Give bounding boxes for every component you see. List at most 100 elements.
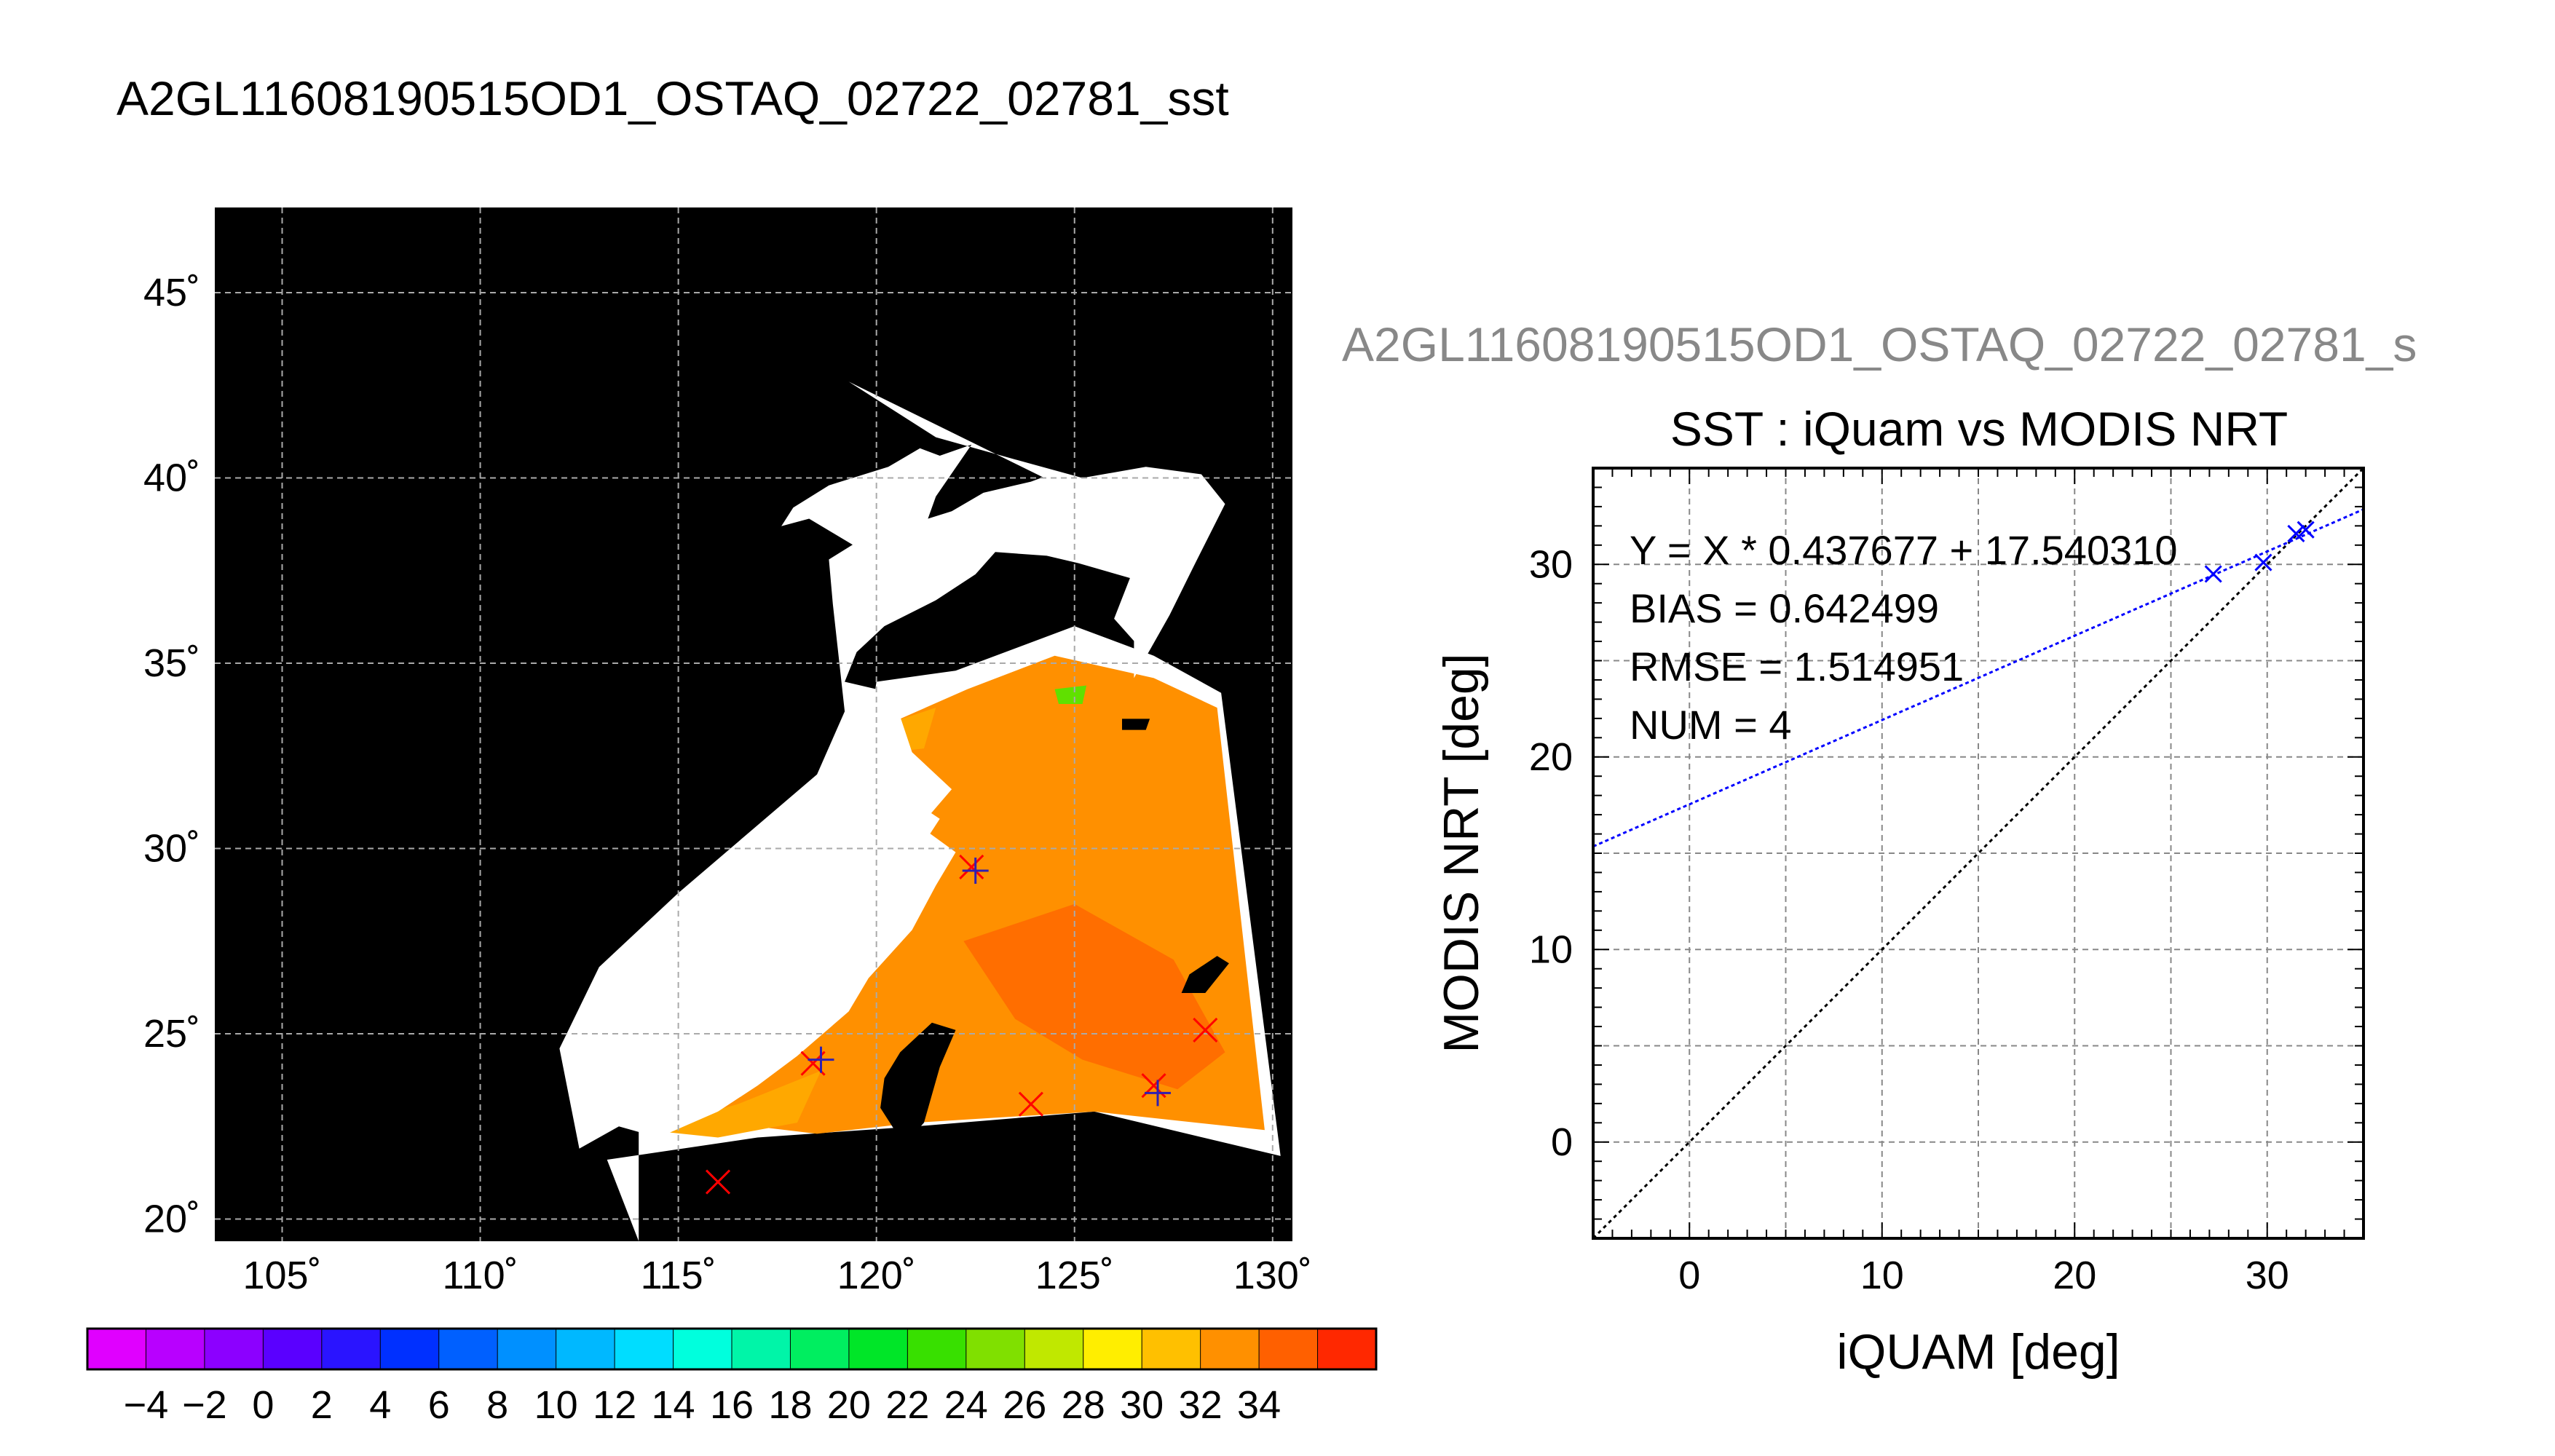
colorbar-label: 34 xyxy=(1237,1383,1281,1427)
main-title: A2GL11608190515OD1_OSTAQ_02722_02781_sst xyxy=(117,71,1229,125)
scatter-y-tick-label: 20 xyxy=(1529,735,1573,779)
scatter-x-axis-label: iQUAM [deg] xyxy=(1836,1324,2120,1380)
sst-region-green xyxy=(1054,685,1087,704)
scatter-x-tick-label: 10 xyxy=(1860,1254,1904,1297)
colorbar-cell xyxy=(497,1328,557,1370)
colorbar-labels: −4 −2 0 2 4 6 8 10 12 14 16 18 20 22 24 26 28 30 32 34 xyxy=(124,1383,1281,1427)
colorbar-cell xyxy=(1083,1328,1143,1370)
scatter-annotation: Y = X * 0.437677 + 17.540310 xyxy=(1630,527,2178,573)
map-lon-label: 130˚ xyxy=(1233,1254,1312,1297)
scatter-x-tick-label: 0 xyxy=(1678,1254,1700,1297)
colorbar: −4 −2 0 2 4 6 8 10 12 14 16 18 20 22 24 26 28 30 32 34 xyxy=(86,1327,1378,1427)
scatter-title: SST : iQuam vs MODIS NRT xyxy=(1670,402,2288,456)
iquam-marker xyxy=(1018,1091,1043,1117)
scatter-point xyxy=(2254,553,2272,571)
colorbar-label: 30 xyxy=(1120,1383,1164,1427)
map-land xyxy=(559,381,1229,1149)
colorbar-cell xyxy=(965,1328,1026,1370)
colorbar-label: 14 xyxy=(652,1383,695,1427)
scatter-annotation: BIAS = 0.642499 xyxy=(1630,585,1939,631)
map-lat-label: 45˚ xyxy=(143,271,200,314)
colorbar-label: 8 xyxy=(486,1383,508,1427)
colorbar-cells xyxy=(87,1328,1377,1370)
map-lat-label: 40˚ xyxy=(143,456,200,500)
map-lon-labels: 105˚ 110˚ 115˚ 120˚ 125˚ 130˚ xyxy=(242,1254,1311,1297)
colorbar-cell xyxy=(1141,1328,1201,1370)
colorbar-cell xyxy=(556,1328,616,1370)
colorbar-label: 18 xyxy=(768,1383,812,1427)
colorbar-cell xyxy=(789,1328,850,1370)
colorbar-label: 32 xyxy=(1179,1383,1223,1427)
scatter-x-tick-label: 20 xyxy=(2053,1254,2096,1297)
colorbar-cell xyxy=(673,1328,733,1370)
modis-marker xyxy=(807,1046,834,1073)
jeju-island xyxy=(1122,719,1150,730)
colorbar-cell xyxy=(379,1328,440,1370)
iquam-marker xyxy=(705,1169,731,1195)
map-lat-label: 35˚ xyxy=(143,641,200,685)
scatter-x-tick-label: 30 xyxy=(2246,1254,2289,1297)
sst-map: 105˚ 110˚ 115˚ 120˚ 125˚ 130˚ 20˚ 25˚ 30˚ 35˚ 40˚… xyxy=(143,207,1312,1297)
colorbar-label: 2 xyxy=(311,1383,333,1427)
sst-region-hot xyxy=(963,903,1225,1090)
iquam-marker xyxy=(1193,1017,1218,1042)
scatter-point xyxy=(2204,565,2222,583)
map-grid xyxy=(215,207,1292,1241)
map-lon-label: 120˚ xyxy=(837,1254,916,1297)
scatter-y-axis-label: MODIS NRT [deg] xyxy=(1434,653,1489,1053)
colorbar-label: 22 xyxy=(885,1383,929,1427)
colorbar-cell xyxy=(1200,1328,1260,1370)
scatter-annotation: NUM = 4 xyxy=(1630,702,1792,748)
map-lon-label: 110˚ xyxy=(443,1254,518,1297)
colorbar-label: 0 xyxy=(252,1383,274,1427)
map-markers xyxy=(705,854,1218,1195)
map-lat-label: 25˚ xyxy=(143,1012,200,1056)
scatter-point xyxy=(2297,521,2315,539)
scatter-x-tick-labels: 0 10 20 30 xyxy=(1678,1254,2289,1297)
scatter-points xyxy=(2204,521,2315,583)
regression-line xyxy=(1593,508,2364,848)
colorbar-label: 12 xyxy=(593,1383,636,1427)
colorbar-label: 16 xyxy=(710,1383,754,1427)
colorbar-cell xyxy=(1258,1328,1319,1370)
modis-marker xyxy=(1145,1080,1171,1107)
china-korea-land xyxy=(559,381,1225,1149)
colorbar-label: 4 xyxy=(369,1383,391,1427)
scatter-header: A2GL11608190515OD1_OSTAQ_02722_02781_s xyxy=(1342,317,2417,371)
colorbar-label: 28 xyxy=(1062,1383,1105,1427)
scatter-y-tick-label: 10 xyxy=(1529,927,1573,971)
map-lat-label: 20˚ xyxy=(143,1197,200,1241)
okinawa xyxy=(1181,956,1229,993)
colorbar-label: 20 xyxy=(827,1383,871,1427)
colorbar-cell xyxy=(907,1328,967,1370)
colorbar-cell xyxy=(262,1328,323,1370)
colorbar-cell xyxy=(87,1328,147,1370)
scatter-y-tick-label: 0 xyxy=(1551,1120,1573,1164)
colorbar-label: 6 xyxy=(428,1383,450,1427)
colorbar-cell xyxy=(1024,1328,1084,1370)
scatter-y-tick-labels: 0 10 20 30 xyxy=(1529,542,1573,1164)
map-lon-label: 125˚ xyxy=(1035,1254,1114,1297)
scatter-annotation: RMSE = 1.514951 xyxy=(1630,644,1964,689)
colorbar-cell xyxy=(1317,1328,1377,1370)
colorbar-cell xyxy=(204,1328,264,1370)
colorbar-label: 26 xyxy=(1003,1383,1046,1427)
colorbar-label: −4 xyxy=(124,1383,169,1427)
colorbar-cell xyxy=(321,1328,382,1370)
scatter-ticks xyxy=(1592,467,2364,1239)
colorbar-label: −2 xyxy=(182,1383,227,1427)
map-lat-label: 30˚ xyxy=(143,827,200,871)
colorbar-cell xyxy=(145,1328,205,1370)
colorbar-cell xyxy=(848,1328,909,1370)
map-lon-label: 105˚ xyxy=(242,1254,321,1297)
colorbar-cell xyxy=(731,1328,791,1370)
colorbar-label: 24 xyxy=(944,1383,988,1427)
modis-marker xyxy=(962,858,989,885)
colorbar-frame xyxy=(86,1327,1378,1371)
map-lat-labels: 20˚ 25˚ 30˚ 35˚ 40˚ 45˚ xyxy=(143,271,200,1241)
colorbar-label: 10 xyxy=(534,1383,578,1427)
scatter-y-tick-label: 30 xyxy=(1529,542,1573,586)
iquam-marker xyxy=(959,854,984,880)
taiwan xyxy=(880,1022,956,1145)
